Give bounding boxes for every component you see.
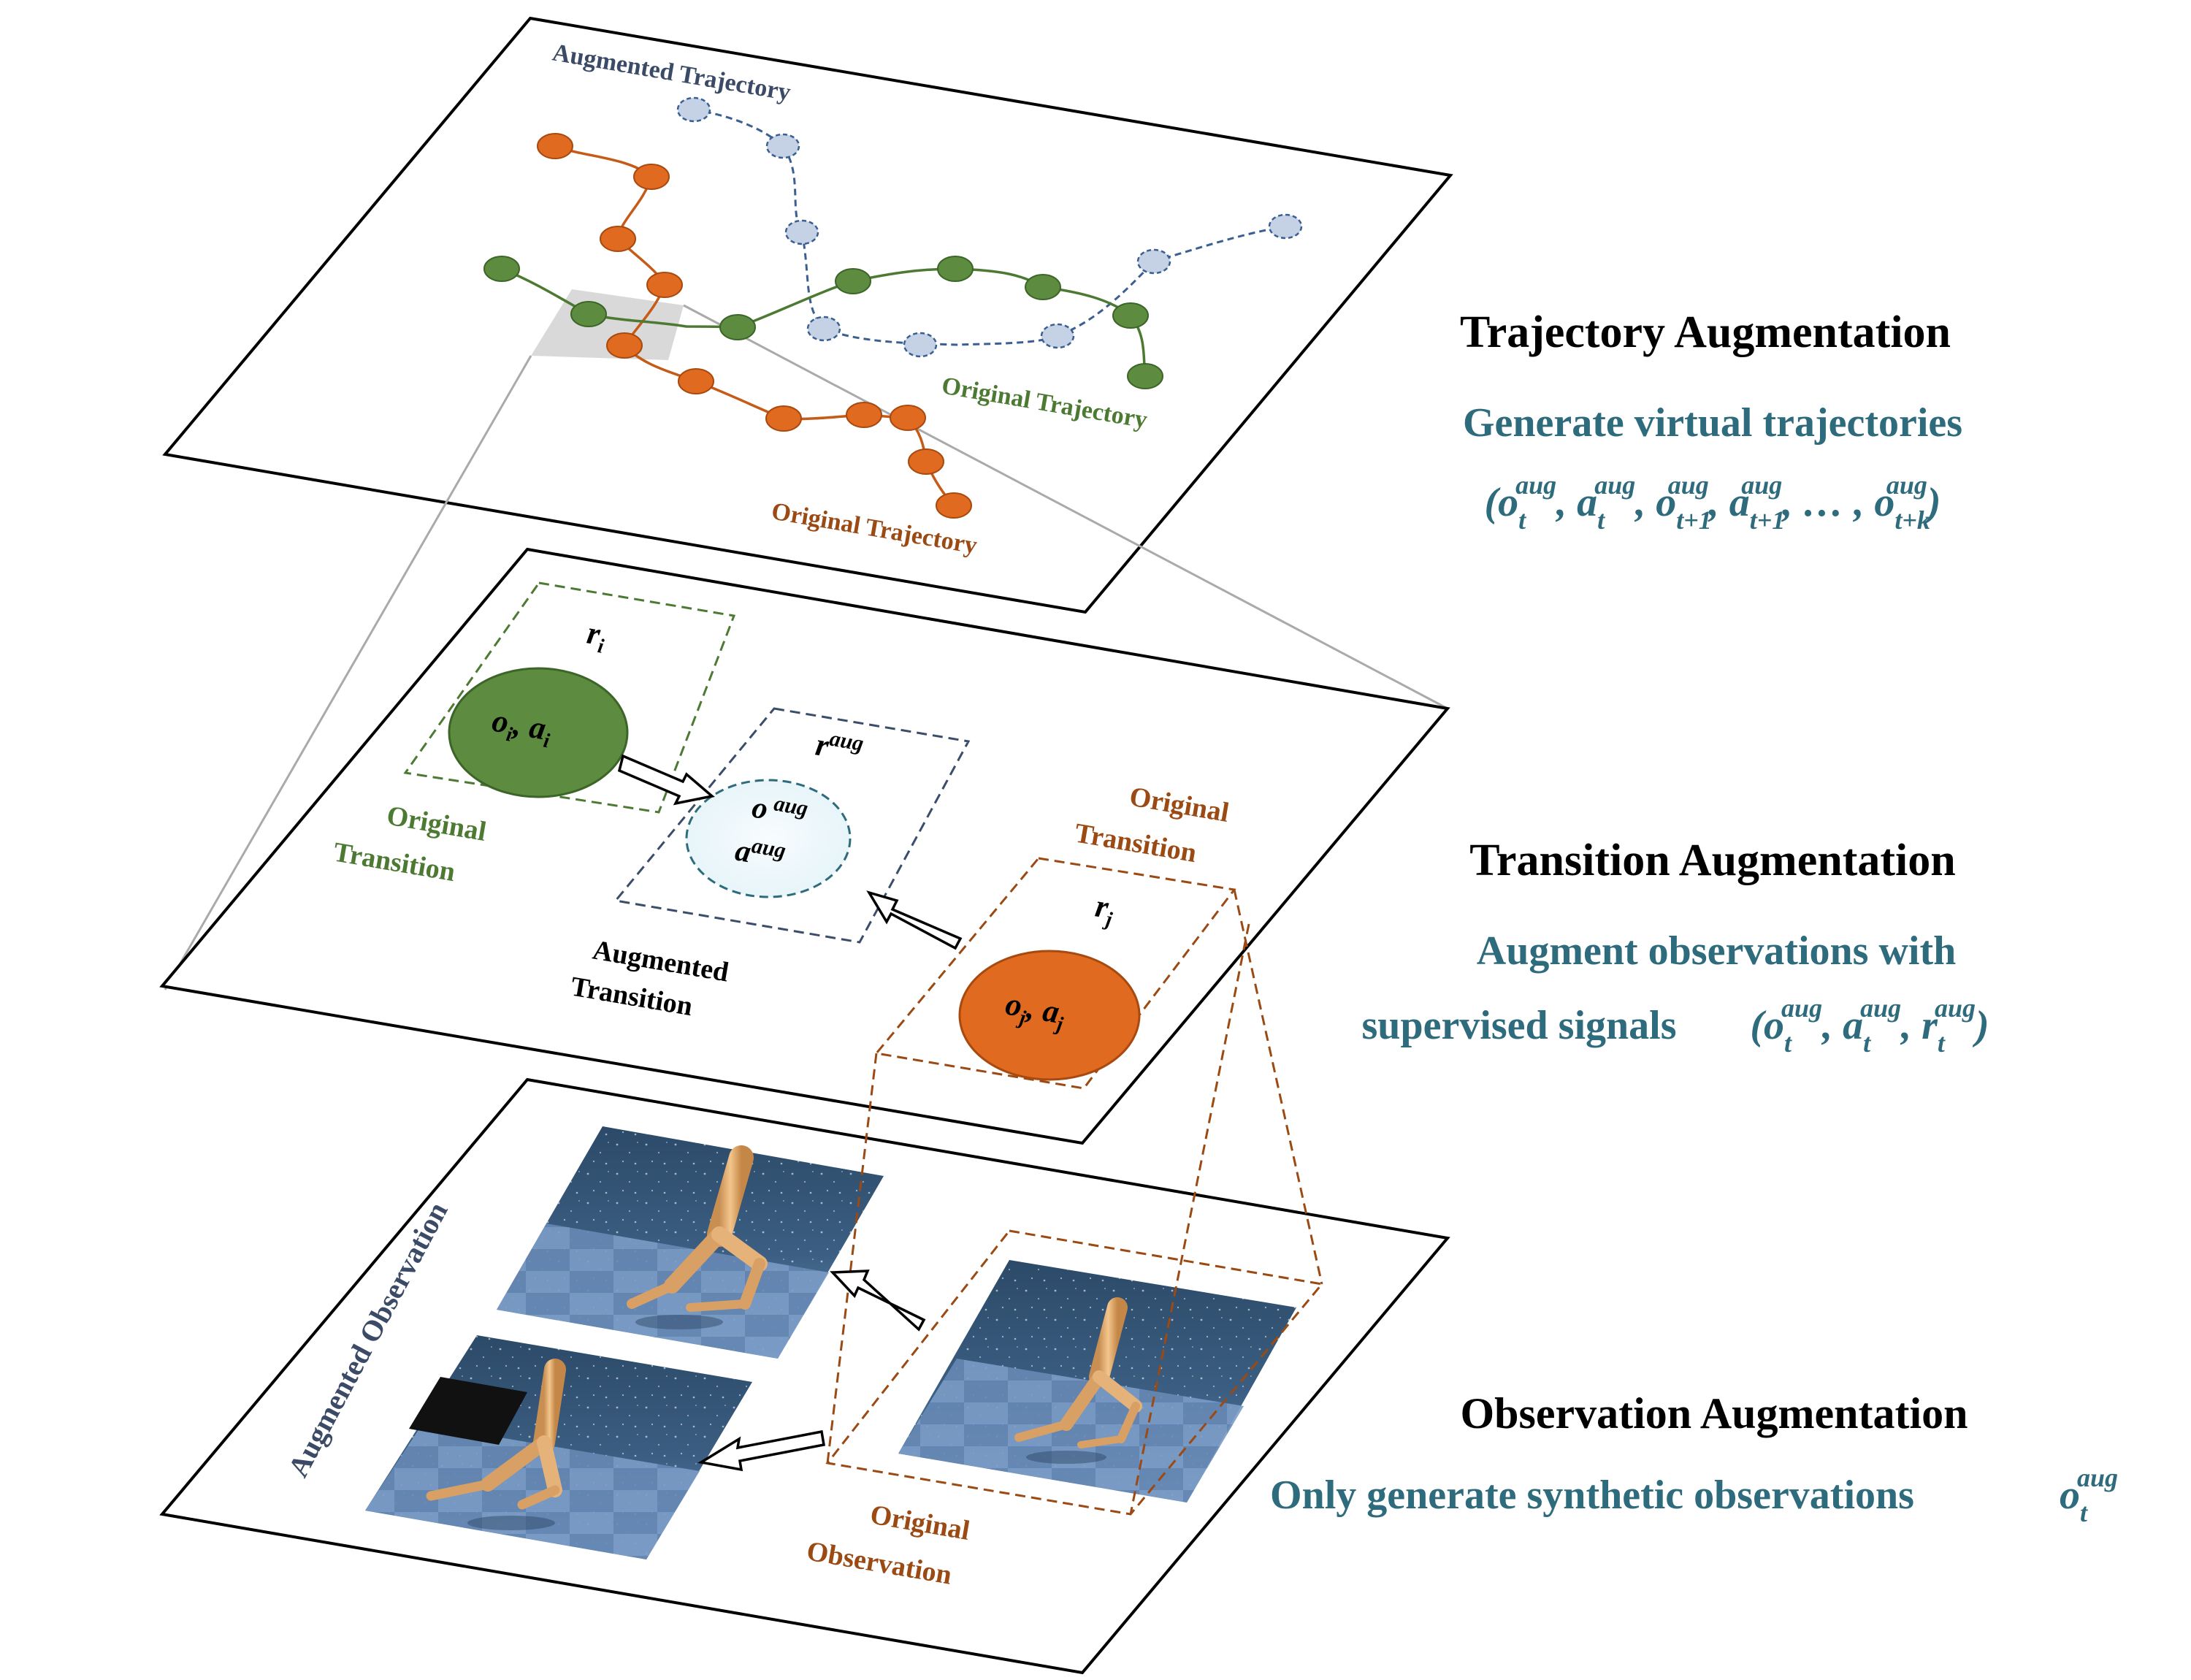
aug-node [1268, 213, 1303, 240]
orange-transition-ellipse [958, 950, 1141, 1081]
projection-lines [826, 889, 1323, 1515]
zoom-line-right [683, 304, 1448, 710]
orange-node [633, 164, 670, 190]
trajectory-formula: (otaug, ataug, ot+1aug, at+1aug, … , ot+… [1484, 470, 1940, 535]
green-node [719, 314, 756, 340]
arrow-orange-to-aug-icon [866, 890, 963, 950]
walker-figure [627, 1145, 768, 1312]
orange-node [606, 332, 643, 359]
transition-formula: (otaug, ataug, rtaug) [1750, 993, 1989, 1058]
green-trajectory-nodes [483, 256, 1163, 389]
transition-plane: ri oi, ai Original Transition raug o aug… [159, 547, 1450, 1145]
right-panel: Trajectory Augmentation Generate virtual… [1270, 308, 2118, 1527]
orange-node [765, 405, 802, 432]
green-node [1025, 274, 1061, 300]
trajectory-plane: Augmented Trajectory Original Trajectory… [162, 16, 1453, 990]
cutout-mask [409, 1377, 527, 1445]
augmented-trajectory-nodes [676, 96, 1303, 358]
observation-desc: Only generate synthetic observations [1270, 1473, 1914, 1518]
green-node [1112, 302, 1149, 329]
orange-node [537, 133, 573, 159]
augmented-observation-image-2 [365, 1335, 752, 1559]
green-node [937, 256, 974, 282]
arrow-green-to-aug-icon [617, 754, 715, 806]
observation-title: Observation Augmentation [1460, 1389, 1968, 1437]
observation-plane: Augmented Observation Original Observati… [159, 889, 1450, 1675]
green-node [483, 256, 520, 282]
trajectory-desc: Generate virtual trajectories [1463, 400, 1962, 446]
orange-node [936, 492, 972, 519]
augmented-act: aaug [733, 831, 787, 876]
orange-node [908, 448, 944, 475]
walker-figure [426, 1359, 566, 1510]
orange-node [600, 226, 636, 252]
aug-node [1136, 248, 1171, 275]
aug-node [903, 332, 938, 358]
arrow-to-aug-obs-1-icon [830, 1269, 926, 1332]
transition-desc-2: supervised signals [1362, 1003, 1677, 1048]
orange-node [890, 405, 926, 431]
original-observation-image [898, 1260, 1296, 1503]
augmented-transition-ellipse [685, 779, 852, 898]
walker-figure [1014, 1297, 1142, 1448]
observation-formula: otaug [2060, 1463, 2118, 1527]
aug-node [676, 96, 711, 123]
orange-node [846, 402, 882, 428]
aug-node [1040, 323, 1075, 349]
orange-trajectory-nodes [537, 133, 972, 519]
aug-node [765, 133, 800, 159]
green-transition-ellipse [448, 667, 629, 798]
trajectory-title: Trajectory Augmentation [1460, 308, 1951, 357]
green-transition-box [403, 581, 736, 814]
aug-node [806, 316, 841, 342]
orange-node [646, 272, 683, 298]
augmented-transition-box [613, 707, 971, 944]
orange-transition-box [874, 857, 1236, 1090]
augmented-observation-image-1 [497, 1126, 884, 1359]
transition-title: Transition Augmentation [1469, 836, 1955, 885]
transition-desc-1: Augment observations with [1477, 928, 1956, 974]
zoom-region [531, 289, 684, 360]
green-node [1127, 363, 1163, 389]
green-node [570, 301, 607, 327]
aug-node [784, 219, 819, 245]
zoom-line-left [164, 355, 532, 990]
arrow-to-aug-obs-2-icon [697, 1429, 826, 1472]
green-node [835, 268, 871, 294]
orange-node [678, 368, 714, 394]
